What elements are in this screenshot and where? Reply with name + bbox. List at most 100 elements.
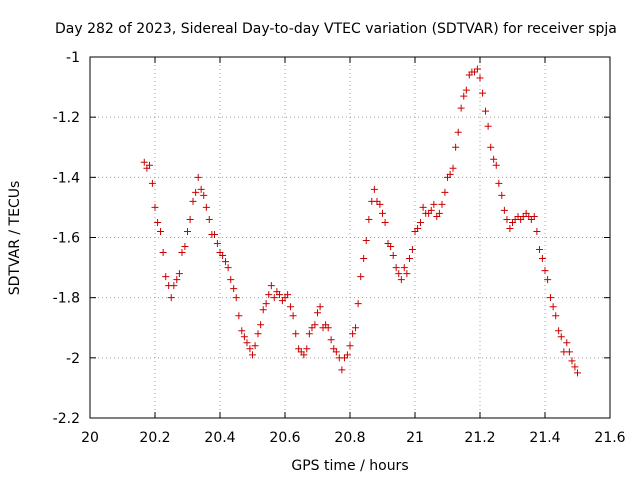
data-point (441, 188, 449, 196)
data-point (397, 276, 405, 284)
data-point (338, 366, 346, 374)
x-tick-label: 20.8 (334, 430, 365, 446)
x-axis-label: GPS time / hours (291, 458, 408, 474)
data-point (435, 209, 443, 217)
data-points (140, 65, 581, 377)
data-point (460, 92, 468, 100)
data-point (555, 327, 563, 335)
data-point (243, 339, 251, 347)
data-point (387, 243, 395, 251)
data-point (376, 200, 384, 208)
data-point (462, 86, 470, 94)
data-point (240, 333, 248, 341)
data-point (454, 128, 462, 136)
data-point (535, 246, 543, 254)
data-point (194, 173, 202, 181)
data-point (403, 270, 411, 278)
data-point (181, 243, 189, 251)
data-point (357, 273, 365, 281)
data-point (200, 191, 208, 199)
data-point (495, 179, 503, 187)
data-point (210, 230, 218, 238)
data-point (438, 200, 446, 208)
data-point (419, 203, 427, 211)
data-point (417, 218, 425, 226)
data-point (574, 369, 581, 377)
data-point (473, 65, 481, 73)
data-point (224, 264, 232, 272)
data-point (159, 249, 167, 257)
data-point (186, 215, 194, 223)
y-tick-label: -2.2 (53, 411, 80, 427)
data-point (178, 249, 186, 257)
data-point (457, 104, 465, 112)
data-point (311, 321, 319, 329)
data-point (292, 330, 300, 338)
data-point (257, 321, 265, 329)
axis-ticks: 20 20.2 20.4 20.6 20.8 21 21.2 21.4 21.6 -2.2 -2 -1… (53, 50, 626, 446)
data-point (238, 327, 246, 335)
data-point (140, 158, 148, 166)
data-point (197, 185, 205, 193)
plot-frame (89, 56, 611, 419)
data-point (530, 212, 538, 220)
data-point (275, 291, 283, 299)
data-point (392, 264, 400, 272)
x-tick-label: 21.4 (529, 430, 560, 446)
data-point (557, 333, 565, 341)
y-tick-label: -1.6 (53, 231, 80, 247)
data-point (205, 215, 213, 223)
grid (90, 57, 610, 418)
data-point (151, 203, 159, 211)
data-point (316, 303, 324, 311)
y-axis-label: SDTVAR / TECUs (7, 181, 23, 296)
data-point (222, 258, 230, 266)
data-point (254, 330, 262, 338)
data-point (162, 273, 170, 281)
data-point (284, 291, 292, 299)
data-point (527, 215, 535, 223)
data-point (300, 351, 308, 359)
data-point (267, 282, 275, 290)
data-point (173, 276, 181, 284)
data-point (340, 354, 348, 362)
data-point (408, 246, 416, 254)
x-tick-label: 20.2 (139, 430, 170, 446)
data-point (400, 264, 408, 272)
data-point (270, 294, 278, 302)
data-point (476, 74, 484, 82)
data-point (324, 324, 332, 332)
data-point (506, 224, 514, 232)
data-point (449, 164, 457, 172)
x-tick-label: 21 (406, 430, 424, 446)
data-point (552, 312, 560, 320)
data-point (303, 345, 311, 353)
data-point (170, 282, 178, 290)
data-point (184, 227, 191, 235)
data-point (259, 306, 267, 314)
data-point (395, 270, 403, 278)
data-point (365, 215, 373, 223)
x-tick-label: 20.6 (269, 430, 300, 446)
y-tick-label: -1 (66, 50, 80, 66)
data-point (167, 294, 175, 302)
data-point (498, 191, 506, 199)
data-point (389, 252, 397, 260)
data-point (314, 309, 321, 317)
data-point (157, 227, 165, 235)
data-point (479, 89, 487, 97)
data-point (246, 345, 254, 353)
data-point (470, 68, 478, 76)
data-point (308, 324, 316, 332)
data-point (251, 342, 259, 350)
data-point (145, 161, 153, 169)
x-tick-label: 21.2 (464, 430, 495, 446)
chart-title: Day 282 of 2023, Sidereal Day-to-day VTE… (55, 21, 617, 37)
data-point (352, 324, 360, 332)
data-point (487, 143, 495, 151)
data-point (346, 342, 354, 350)
data-point (446, 170, 454, 178)
data-point (492, 161, 500, 169)
data-point (154, 218, 162, 226)
